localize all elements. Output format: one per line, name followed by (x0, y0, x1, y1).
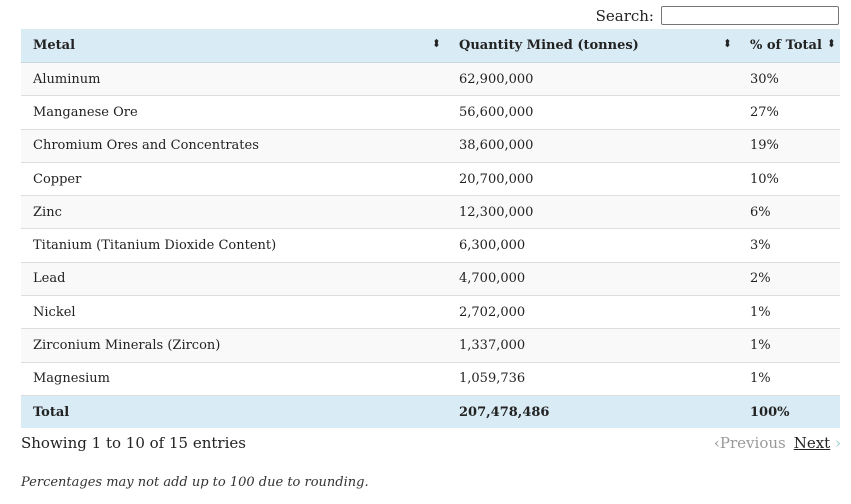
table-cell: 1% (738, 295, 840, 329)
table-cell: 6,300,000 (447, 228, 738, 263)
table-cell: 2% (738, 261, 840, 296)
search-label: Search: (595, 6, 654, 25)
table-cell: 1,337,000 (447, 328, 738, 363)
table-cell: 27% (738, 95, 840, 130)
sort-icon: ⬍ (722, 37, 732, 50)
total-cell: Total (21, 394, 447, 429)
chevron-right-icon: › (835, 434, 841, 452)
table-cell: 6% (738, 195, 840, 229)
table-cell: 12,300,000 (447, 195, 738, 229)
table-row: Manganese Ore 56,600,000 27% (21, 95, 840, 130)
pagination: ‹Previous Next › (714, 434, 841, 452)
table-cell: Copper (21, 161, 447, 196)
table-row: Lead 4,700,000 2% (21, 261, 840, 296)
table-row: Nickel 2,702,000 1% (21, 295, 840, 329)
next-label: Next (793, 434, 831, 452)
search-box: Search: (596, 6, 839, 25)
total-row: Total 207,478,486 100% (21, 394, 840, 429)
next-button[interactable]: Next › (794, 434, 841, 452)
header-label: Metal (33, 38, 76, 53)
sort-icon: ⬍ (826, 37, 836, 50)
table-cell: Aluminum (21, 61, 447, 96)
column-header-metal[interactable]: Metal ⬍ (21, 29, 447, 63)
previous-label: Previous (719, 434, 786, 452)
column-header-percent[interactable]: % of Total ⬍ (738, 29, 840, 63)
table-cell: 30% (738, 61, 840, 96)
table-cell: Manganese Ore (21, 95, 447, 130)
table-cell: 10% (738, 161, 840, 196)
previous-button[interactable]: ‹Previous (714, 434, 786, 452)
table-cell: 4,700,000 (447, 261, 738, 296)
table-cell: 62,900,000 (447, 61, 738, 96)
table-cell: 38,600,000 (447, 128, 738, 163)
search-input[interactable] (661, 6, 839, 25)
header-label: % of Total (750, 38, 822, 53)
table-cell: Titanium (Titanium Dioxide Content) (21, 228, 447, 263)
table-cell: 1% (738, 361, 840, 396)
table-info: Showing 1 to 10 of 15 entries (21, 434, 246, 452)
table-row: Zirconium Minerals (Zircon) 1,337,000 1% (21, 328, 840, 363)
table-cell: Zinc (21, 195, 447, 229)
table-row: Titanium (Titanium Dioxide Content) 6,300… (21, 228, 840, 263)
table-row: Aluminum 62,900,000 30% (21, 61, 840, 96)
table-cell: 19% (738, 128, 840, 163)
table-cell: 1% (738, 328, 840, 363)
table-cell: 3% (738, 228, 840, 263)
sort-icon: ⬍ (431, 37, 441, 50)
table-cell: 2,702,000 (447, 295, 738, 329)
table-cell: Nickel (21, 295, 447, 329)
data-table: Metal ⬍ Quantity Mined (tonnes) ⬍ % of Tot… (21, 29, 840, 429)
total-cell: 100% (738, 394, 840, 429)
column-header-quantity[interactable]: Quantity Mined (tonnes) ⬍ (447, 29, 738, 63)
table-cell: Lead (21, 261, 447, 296)
table-row: Zinc 12,300,000 6% (21, 195, 840, 229)
footnote: Percentages may not add up to 100 due to… (21, 475, 369, 490)
table-cell: 20,700,000 (447, 161, 738, 196)
table-cell: Chromium Ores and Concentrates (21, 128, 447, 163)
table-cell: 56,600,000 (447, 95, 738, 130)
table-cell: Zirconium Minerals (Zircon) (21, 328, 447, 363)
total-cell: 207,478,486 (447, 394, 738, 429)
table-cell: Magnesium (21, 361, 447, 396)
table-cell: 1,059,736 (447, 361, 738, 396)
header-label: Quantity Mined (tonnes) (459, 38, 639, 53)
chevron-left-icon: ‹ (713, 434, 720, 452)
table-row: Magnesium 1,059,736 1% (21, 361, 840, 396)
table-row: Chromium Ores and Concentrates 38,600,000… (21, 128, 840, 163)
table-row: Copper 20,700,000 10% (21, 161, 840, 196)
